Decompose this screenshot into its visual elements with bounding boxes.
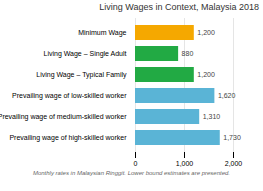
svg-text:880: 880: [182, 50, 194, 57]
html-text:Living Wages in Context, Malay: Living Wages in Context, Malaysia 2018: [99, 2, 259, 12]
svg-text:Living Wage – Typical Family: Living Wage – Typical Family: [36, 71, 127, 79]
svg-text:1,620: 1,620: [218, 92, 236, 99]
html-text:Monthly rates in Malaysian Rin: Monthly rates in Malaysian Ringgit. Lowe…: [32, 170, 230, 176]
svg-text:Living Wage – Single Adult: Living Wage – Single Adult: [43, 50, 126, 58]
svg-text:Prevailing wage of low-skilled: Prevailing wage of low-skilled worker: [12, 92, 127, 100]
svg-text:2,000: 2,000: [225, 160, 243, 167]
svg-text:1,310: 1,310: [203, 113, 221, 120]
svg-text:Prevailing wage of medium-skil: Prevailing wage of medium-skilled worker: [0, 113, 127, 121]
svg-text:1,730: 1,730: [223, 134, 241, 141]
svg-text:Prevailing wage of high-skille: Prevailing wage of high-skilled worker: [9, 134, 127, 142]
svg-text:Minimum Wage: Minimum Wage: [78, 29, 126, 37]
svg-text:1,000: 1,000: [176, 160, 194, 167]
svg-text:1,200: 1,200: [197, 29, 215, 36]
svg-text:1,200: 1,200: [197, 71, 215, 78]
svg-text:0: 0: [134, 160, 138, 167]
